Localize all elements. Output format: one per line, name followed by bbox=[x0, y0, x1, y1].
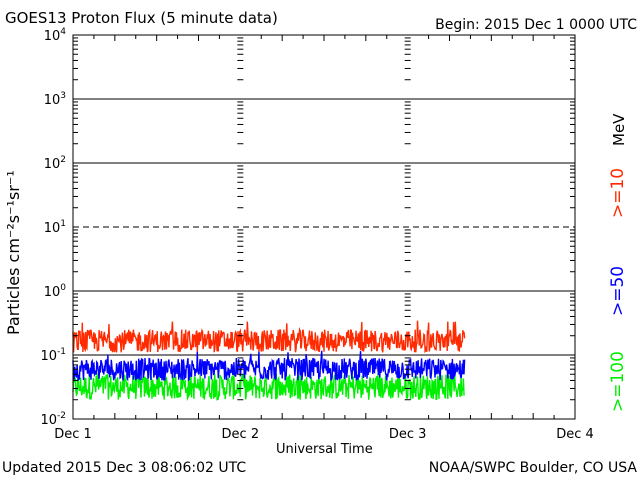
legend-unit: MeV bbox=[610, 113, 628, 146]
y-axis-label: Particles cm⁻²s⁻¹sr⁻¹ bbox=[4, 170, 23, 335]
y-tick-label: 100 bbox=[44, 283, 67, 300]
series-line-ge10 bbox=[72, 320, 466, 354]
grid-layer bbox=[73, 98, 575, 356]
begin-time: Begin: 2015 Dec 1 0000 UTC bbox=[435, 17, 637, 33]
y-tick-label: 104 bbox=[44, 27, 67, 44]
credit-text: NOAA/SWPC Boulder, CO USA bbox=[428, 460, 637, 476]
y-tick-label: 103 bbox=[44, 91, 66, 108]
y-tick-label: 101 bbox=[44, 219, 66, 236]
tick-layer: 10-2 10-1 100 101 102 103 104 Dec 1 Dec 2 Dec 3 De… bbox=[40, 27, 593, 442]
y-tick-label: 10-1 bbox=[40, 347, 66, 364]
legend-ge10: >=10 bbox=[608, 167, 628, 218]
series-line-ge50 bbox=[72, 350, 466, 382]
series-line-ge100 bbox=[72, 372, 465, 402]
y-tick-label: 102 bbox=[44, 155, 66, 172]
legend-ge100: >=100 bbox=[608, 351, 628, 412]
updated-timestamp: Updated 2015 Dec 3 08:06:02 UTC bbox=[2, 460, 247, 476]
y-tick-label: 10-2 bbox=[40, 411, 66, 428]
x-tick-label: Dec 4 bbox=[556, 427, 594, 442]
series-layer bbox=[72, 320, 466, 402]
chart-title: GOES13 Proton Flux (5 minute data) bbox=[5, 9, 278, 27]
x-tick-label: Dec 3 bbox=[389, 427, 427, 442]
legend-ge50: >=50 bbox=[608, 265, 628, 316]
x-axis-label: Universal Time bbox=[276, 442, 373, 457]
x-tick-label: Dec 2 bbox=[222, 427, 260, 442]
x-tick-label: Dec 1 bbox=[54, 427, 92, 442]
